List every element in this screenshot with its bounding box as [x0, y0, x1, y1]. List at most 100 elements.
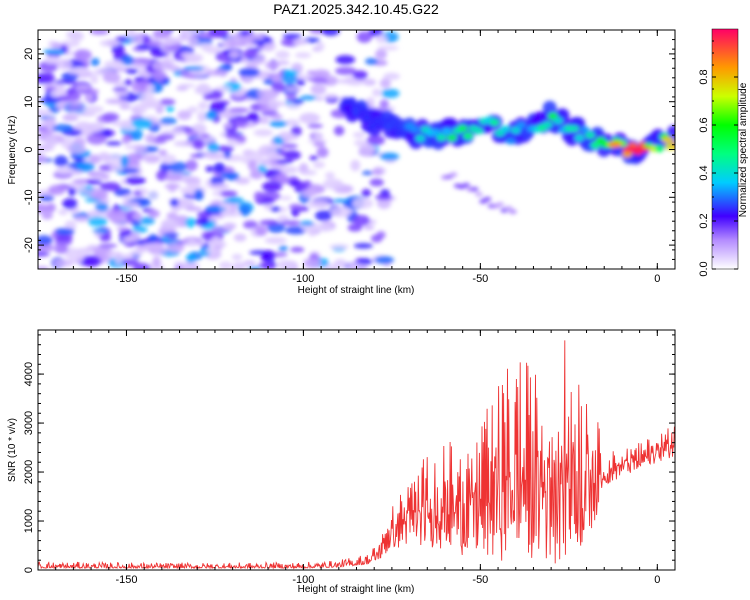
noise-blob: [285, 226, 307, 235]
snr-series-line: [38, 340, 675, 570]
noise-blob: [296, 77, 306, 86]
y-tick-label: 10: [23, 96, 35, 108]
y-tick-label: 2000: [23, 460, 35, 484]
signal-core: [388, 117, 399, 125]
noise-blob: [197, 111, 207, 123]
noise-blob: [275, 50, 290, 60]
noise-blob: [133, 191, 142, 196]
noise-blob: [38, 126, 50, 131]
signal-core: [654, 145, 665, 153]
x-tick-label: -50: [472, 574, 488, 586]
noise-blob: [133, 144, 147, 153]
noise-blob: [206, 207, 226, 212]
x-tick-label: -100: [292, 273, 314, 285]
x-tick-label: -100: [292, 574, 314, 586]
noise-blob: [64, 50, 76, 56]
noise-blob: [235, 177, 251, 185]
noise-blob: [192, 138, 205, 150]
noise-blob: [285, 93, 297, 102]
noise-blob: [313, 141, 326, 147]
noise-blob: [233, 233, 247, 242]
noise-blob: [88, 154, 101, 164]
noise-blob: [261, 181, 283, 192]
noise-blob: [369, 178, 384, 187]
noise-blob: [226, 33, 245, 46]
noise-blob: [97, 248, 112, 260]
noise-blob: [113, 80, 126, 88]
noise-blob: [173, 140, 194, 147]
noise-blob: [238, 67, 260, 78]
noise-blob: [219, 261, 233, 269]
noise-blob: [271, 81, 285, 93]
noise-blob: [276, 259, 295, 269]
y-tick-label: -20: [23, 237, 35, 253]
noise-blob: [280, 133, 299, 141]
noise-blob: [301, 188, 317, 198]
noise-blob: [267, 100, 287, 107]
noise-blob: [276, 172, 288, 180]
signal-branch: [504, 205, 513, 211]
noise-blob: [38, 203, 49, 213]
noise-blob: [92, 228, 109, 234]
signal-core: [393, 129, 404, 137]
colorbar-tick-label: 0.4: [698, 165, 710, 180]
noise-blob: [280, 195, 292, 201]
noise-blob: [44, 117, 57, 127]
noise-blob: [185, 253, 197, 264]
signal-core: [441, 127, 452, 135]
noise-blob: [307, 199, 330, 209]
noise-blob: [350, 159, 361, 172]
noise-blob: [353, 242, 373, 249]
noise-blob: [84, 92, 94, 102]
noise-blob: [149, 190, 159, 200]
noise-blob: [375, 35, 388, 44]
noise-blob: [216, 145, 235, 152]
noise-blob: [82, 189, 100, 195]
noise-blob: [307, 123, 324, 129]
noise-blob: [173, 50, 184, 61]
noise-blob: [210, 176, 225, 186]
colorbar-ticks: 0.0 0.2 0.4 0.6 0.8: [698, 28, 739, 277]
noise-blob: [90, 57, 100, 67]
signal-core: [447, 134, 458, 142]
noise-blob: [222, 122, 233, 129]
noise-blob: [109, 164, 123, 171]
noise-blob: [181, 261, 200, 269]
colorbar-tick-label: 0.2: [698, 213, 710, 228]
spectrogram-xlabel: Height of straight line (km): [298, 285, 415, 296]
noise-blob: [114, 253, 124, 265]
noise-blob: [247, 266, 261, 269]
noise-blob: [294, 52, 312, 59]
noise-blob: [98, 243, 118, 249]
signal-core: [569, 125, 580, 133]
noise-blob: [114, 91, 129, 97]
signal-core: [585, 131, 596, 139]
noise-blob: [69, 252, 84, 264]
noise-blob: [124, 32, 142, 38]
noise-blob: [38, 109, 51, 117]
noise-blob: [131, 220, 142, 227]
noise-blob: [309, 155, 318, 161]
colorbar-gradient: [712, 29, 738, 269]
noise-blob: [62, 198, 78, 210]
noise-blob: [162, 232, 180, 237]
noise-blob: [283, 150, 301, 160]
colorbar-tick-label: 0.8: [698, 69, 710, 84]
noise-blob: [291, 99, 304, 105]
noise-blob: [152, 256, 161, 268]
noise-blob: [257, 89, 280, 100]
noise-blob: [139, 216, 155, 225]
noise-blob: [111, 120, 132, 127]
signal-core: [367, 122, 378, 130]
signal-core: [473, 127, 484, 135]
noise-blob: [187, 35, 199, 48]
x-tick-label: -50: [472, 273, 488, 285]
noise-blob: [146, 98, 161, 109]
noise-blob: [361, 188, 371, 198]
noise-blob: [139, 90, 155, 102]
noise-blob: [347, 223, 363, 232]
noise-blob: [243, 122, 256, 127]
noise-blob: [105, 98, 127, 105]
signal-core: [670, 142, 675, 150]
